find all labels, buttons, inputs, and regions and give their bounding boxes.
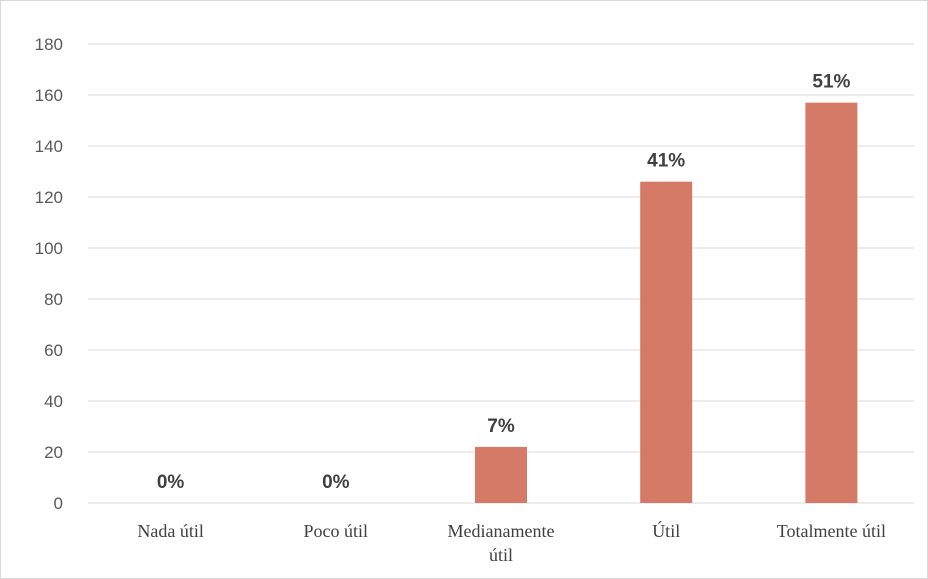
y-tick-label: 100 (35, 239, 63, 258)
bar (805, 102, 858, 504)
data-label: 41% (647, 151, 685, 172)
y-tick-label: 160 (35, 86, 63, 105)
x-category-label: Nada útil (137, 521, 203, 541)
bar (475, 446, 527, 503)
x-category-label: útil (489, 545, 513, 565)
y-tick-label: 80 (44, 290, 63, 309)
y-tick-label: 140 (35, 137, 63, 156)
x-category-label: Totalmente útil (777, 521, 886, 541)
y-tick-label: 60 (44, 341, 63, 360)
x-category-label: Útil (652, 520, 680, 541)
x-category-label: Medianamente (448, 521, 555, 541)
data-label: 0% (157, 472, 185, 493)
y-tick-label: 20 (44, 443, 63, 462)
y-tick-label: 0 (54, 494, 63, 513)
y-tick-label: 180 (35, 35, 63, 54)
data-label: 7% (487, 416, 515, 437)
bar (640, 181, 693, 503)
data-label: 0% (322, 472, 350, 493)
data-label: 51% (812, 72, 850, 93)
y-tick-label: 40 (44, 392, 63, 411)
y-tick-label: 120 (35, 188, 63, 207)
x-category-label: Poco útil (304, 521, 369, 541)
